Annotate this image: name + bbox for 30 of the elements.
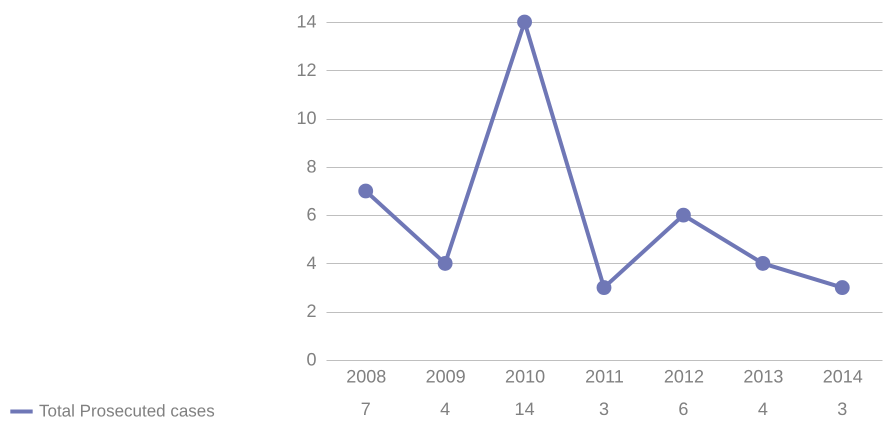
y-tick-label: 10	[296, 108, 316, 128]
data-label: 14	[514, 399, 535, 419]
y-tick-label: 8	[306, 156, 316, 176]
data-label: 6	[678, 399, 688, 419]
point	[358, 184, 374, 198]
point	[834, 280, 850, 295]
x-tick-label: 2014	[822, 366, 863, 386]
data-label: 4	[758, 399, 768, 419]
point	[438, 256, 453, 271]
x-tick-label: 2012	[664, 366, 704, 386]
point	[517, 14, 532, 30]
data-label: 3	[598, 399, 610, 419]
y-tick-label: 2	[306, 301, 316, 322]
point	[755, 256, 770, 271]
y-tick-label: 12	[296, 60, 316, 80]
y-tick-label: 14	[296, 12, 316, 32]
y-tick-label: 0	[306, 350, 316, 370]
x-tick-label: 2011	[585, 366, 624, 386]
point	[596, 280, 612, 295]
x-tick-label: 2008	[346, 366, 386, 386]
point	[676, 208, 691, 223]
x-tick-label: 2010	[505, 366, 546, 386]
x-tick-label: 2013	[743, 366, 784, 386]
y-tick-label: 6	[306, 204, 316, 225]
legend-label: Total Prosecuted cases	[39, 402, 215, 420]
data-label: 4	[440, 399, 450, 419]
y-tick-label: 4	[306, 252, 316, 273]
x-tick-label: 2009	[426, 366, 466, 386]
data-label: 7	[360, 399, 371, 419]
data-label: 3	[837, 399, 848, 419]
